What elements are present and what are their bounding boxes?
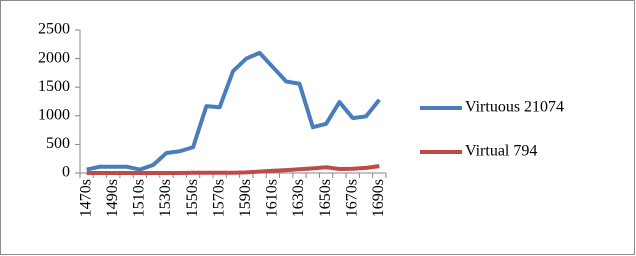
x-tick-label: 1650s bbox=[317, 179, 334, 217]
series-line bbox=[86, 50, 381, 172]
y-tick-label: 2000 bbox=[38, 49, 70, 66]
y-tick-label: 500 bbox=[46, 135, 70, 152]
legend-label: Virtual 794 bbox=[465, 143, 537, 160]
x-tick-label: 1690s bbox=[370, 179, 387, 217]
x-tick-label: 1470s bbox=[77, 179, 94, 217]
legend-label: Virtuous 21074 bbox=[465, 99, 564, 116]
x-tick-label: 1550s bbox=[184, 179, 201, 217]
x-tick-label: 1490s bbox=[104, 179, 121, 217]
y-tick-label: 0 bbox=[62, 164, 70, 181]
y-tick-label: 1500 bbox=[38, 78, 70, 95]
x-tick-label: 1630s bbox=[290, 179, 307, 217]
x-tick-label: 1590s bbox=[237, 179, 254, 217]
x-tick-label: 1570s bbox=[210, 179, 227, 217]
series-line bbox=[86, 164, 380, 175]
x-tick-label: 1510s bbox=[131, 179, 148, 217]
x-tick-label: 1610s bbox=[264, 179, 281, 217]
x-tick-label: 1530s bbox=[157, 179, 174, 217]
x-tick-label: 1670s bbox=[343, 179, 360, 217]
y-tick-label: 1000 bbox=[38, 106, 70, 123]
y-tick-label: 2500 bbox=[38, 21, 70, 38]
